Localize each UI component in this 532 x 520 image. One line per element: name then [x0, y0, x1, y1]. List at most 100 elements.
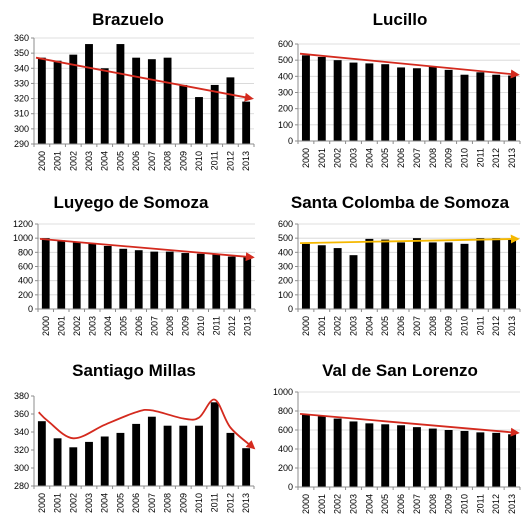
x-tick-label: 2011	[475, 316, 485, 335]
x-tick-label: 2006	[131, 493, 141, 513]
x-tick-label: 2000	[301, 316, 311, 336]
x-tick-label: 2012	[491, 494, 501, 514]
bar-2005	[116, 432, 125, 486]
chart-luyego-de-somoza: Luyego de Somoza 0 200 400 600 800 1000 1200 200…	[13, 193, 256, 336]
bar-2005	[116, 44, 125, 144]
bar-2011	[210, 402, 219, 486]
y-tick-label: 500	[278, 233, 293, 243]
y-tick-label: 0	[288, 136, 293, 146]
x-tick-label: 2012	[225, 493, 235, 513]
y-tick-label: 600	[278, 39, 293, 49]
y-tick-label: 340	[14, 63, 29, 73]
bar-2004	[100, 436, 109, 486]
y-tick-label: 300	[14, 463, 29, 473]
bar-2000	[37, 57, 46, 144]
x-tick-label: 2001	[317, 148, 327, 168]
x-tick-label: 2001	[53, 151, 63, 171]
bar-2000	[37, 421, 46, 486]
bar-2003	[85, 44, 93, 144]
bar-2011	[476, 238, 485, 309]
x-tick-label: 2008	[428, 494, 438, 514]
x-tick-label: 2003	[349, 494, 359, 514]
bar-2000	[41, 238, 50, 309]
chart-title: Luyego de Somoza	[54, 193, 209, 212]
x-tick-label: 2008	[163, 493, 173, 513]
trend-arrow	[299, 412, 520, 437]
x-tick-label: 2007	[412, 316, 422, 336]
bar-2001	[317, 416, 326, 487]
bar-2000	[301, 243, 310, 309]
x-tick-label: 2002	[333, 316, 343, 336]
bar-2012	[492, 238, 501, 309]
y-tick-label: 100	[278, 120, 293, 130]
bar-2003	[349, 421, 358, 487]
x-tick-label: 2011	[475, 148, 485, 167]
x-tick-label: 2011	[210, 493, 220, 512]
x-tick-label: 2013	[507, 148, 517, 168]
bar-2013	[508, 238, 517, 309]
chart-title: Santa Colomba de Somoza	[291, 193, 510, 212]
bar-2013	[242, 101, 251, 144]
y-tick-label: 300	[278, 88, 293, 98]
bar-2009	[444, 430, 453, 487]
x-tick-label: 2000	[37, 493, 47, 513]
x-tick-label: 2001	[317, 494, 327, 514]
x-tick-label: 2008	[428, 316, 438, 336]
chart-title: Santiago Millas	[72, 361, 196, 380]
y-tick-label: 330	[14, 78, 29, 88]
bar-2011	[476, 432, 485, 487]
bar-2008	[163, 57, 172, 144]
x-tick-label: 2005	[115, 151, 125, 171]
x-tick-label: 2011	[210, 151, 220, 170]
x-tick-label: 2009	[180, 316, 190, 336]
y-tick-label: 360	[14, 409, 29, 419]
y-tick-label: 290	[14, 139, 29, 149]
bar-2003	[349, 255, 358, 309]
bar-2010	[195, 97, 203, 144]
x-tick-label: 2001	[53, 493, 63, 513]
x-tick-label: 2005	[118, 316, 128, 336]
x-tick-label: 2005	[380, 316, 390, 336]
bar-2007	[412, 427, 421, 487]
x-tick-label: 2000	[37, 151, 47, 171]
y-tick-label: 320	[14, 445, 29, 455]
bar-2004	[100, 68, 109, 144]
x-tick-label: 2004	[103, 316, 113, 336]
y-tick-label: 0	[28, 304, 33, 314]
x-tick-label: 2013	[242, 316, 252, 336]
x-tick-label: 2012	[491, 316, 501, 336]
x-tick-label: 2010	[194, 493, 204, 513]
bar-2012	[226, 432, 235, 486]
x-tick-label: 2000	[301, 148, 311, 168]
y-tick-label: 300	[14, 124, 29, 134]
x-tick-label: 2012	[225, 151, 235, 171]
bar-2005	[381, 239, 390, 309]
bar-2005	[381, 424, 390, 487]
trend-arrow	[39, 237, 255, 262]
bar-2001	[317, 56, 326, 141]
x-tick-label: 2008	[428, 148, 438, 168]
bar-2006	[397, 67, 406, 141]
x-tick-label: 2005	[380, 494, 390, 514]
x-tick-label: 2010	[460, 148, 470, 168]
bar-2010	[460, 74, 469, 141]
bar-2006	[134, 250, 143, 309]
y-tick-label: 400	[278, 71, 293, 81]
trend-arrow	[299, 234, 520, 245]
x-tick-label: 2003	[84, 493, 94, 513]
chart-santa-colomba-de-somoza: Santa Colomba de Somoza 0 100 200 300 400 500 6…	[278, 193, 521, 336]
y-tick-label: 100	[278, 290, 293, 300]
y-tick-label: 1000	[273, 387, 293, 397]
x-tick-label: 2006	[134, 316, 144, 336]
bar-2005	[119, 248, 128, 309]
bar-2009	[181, 253, 190, 309]
bar-2004	[103, 245, 112, 309]
bar-2002	[333, 248, 342, 309]
chart-lucillo: Lucillo 0 100 200 300 400 500 600 2000 2001 2002 20…	[278, 10, 521, 168]
y-tick-label: 380	[14, 391, 29, 401]
bar-2007	[412, 68, 421, 141]
x-tick-label: 2002	[68, 151, 78, 171]
y-tick-label: 600	[278, 219, 293, 229]
bar-2006	[397, 242, 406, 309]
bar-2001	[57, 240, 66, 309]
